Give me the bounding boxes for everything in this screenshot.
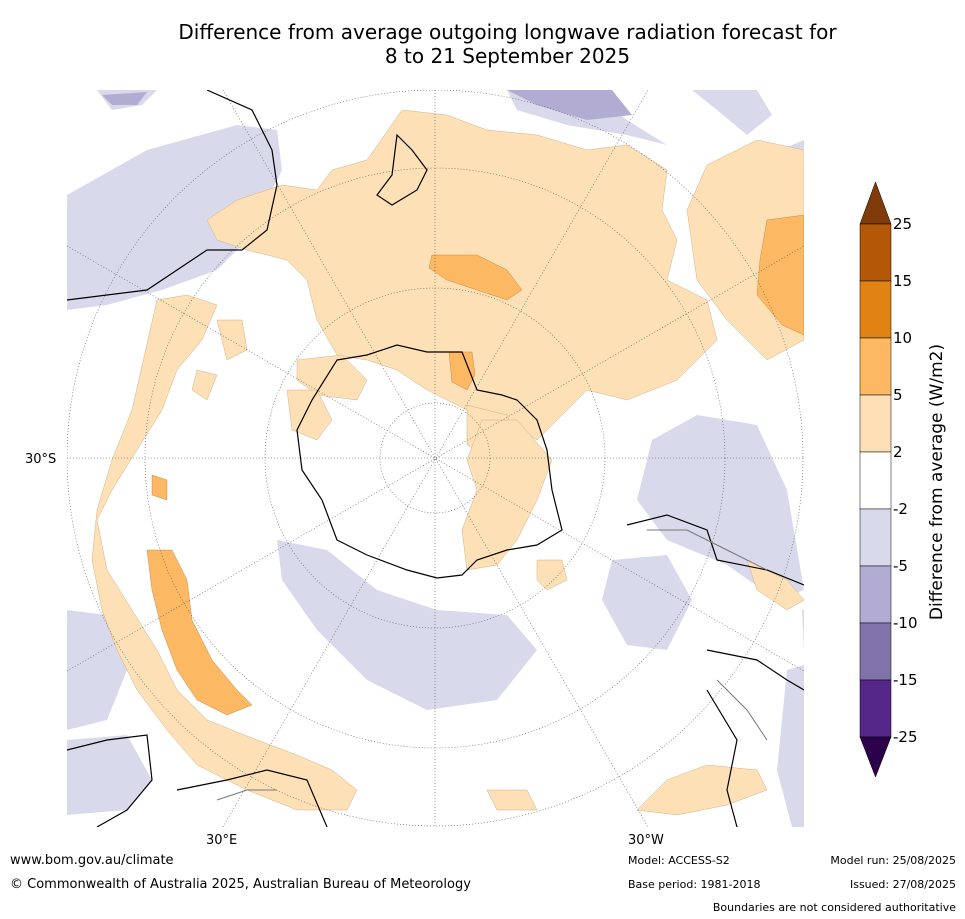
footer-model: Model: ACCESS-S2 [628,854,730,867]
colorbar [855,180,965,785]
footer-base-period: Base period: 1981-2018 [628,878,761,891]
colorbar-tick-label: 2 [893,443,903,461]
colorbar-segment [859,337,892,396]
colorbar-tick-label: -2 [893,500,908,518]
colorbar-tick-label: -25 [893,728,918,746]
colorbar-tick-label: -15 [893,671,918,689]
anomaly-positive-medium [146,214,804,716]
colorbar-segment [859,622,892,681]
coastlines [67,90,804,827]
borders [216,529,768,801]
colorbar-extend-max [859,181,892,225]
anomaly-negative-medium [102,90,632,120]
map-svg [67,90,804,827]
colorbar-tick-label: 5 [893,386,903,404]
colorbar-extend-min [859,736,892,778]
colorbar-tick-label: -5 [893,557,908,575]
footer-copyright: © Commonwealth of Australia 2025, Austra… [10,877,471,892]
footer-model-run: Model run: 25/08/2025 [830,854,956,867]
footer-website: www.bom.gov.au/climate [10,853,174,868]
footer-disclaimer: Boundaries are not considered authoritat… [712,901,956,914]
footer-issued: Issued: 27/08/2025 [849,878,956,891]
colorbar-title: Difference from average (W/m2) [927,343,947,621]
lat-label-30s: 30°S [25,452,57,467]
colorbar-tick-label: 15 [893,272,913,290]
colorbar-segment [859,508,892,567]
colorbar-segment [859,679,892,738]
colorbar-tick-label: 10 [893,329,913,347]
map-title: Difference from average outgoing longwav… [60,20,955,68]
colorbar-tick-label: 25 [893,215,913,233]
polar-map [67,90,804,827]
title-line-2: 8 to 21 September 2025 [384,44,631,68]
title-line-1: Difference from average outgoing longwav… [178,20,837,44]
colorbar-svg [859,181,892,778]
lon-label-30w: 30°W [628,833,664,848]
colorbar-segment [859,451,892,510]
colorbar-segment [859,394,892,453]
colorbar-tick-label: -10 [893,614,918,632]
colorbar-segment [859,223,892,282]
anomaly-negative-light [67,90,804,827]
graticule [67,90,804,827]
colorbar-segment [859,280,892,339]
colorbar-segment [859,565,892,624]
lon-label-30e: 30°E [206,833,238,848]
